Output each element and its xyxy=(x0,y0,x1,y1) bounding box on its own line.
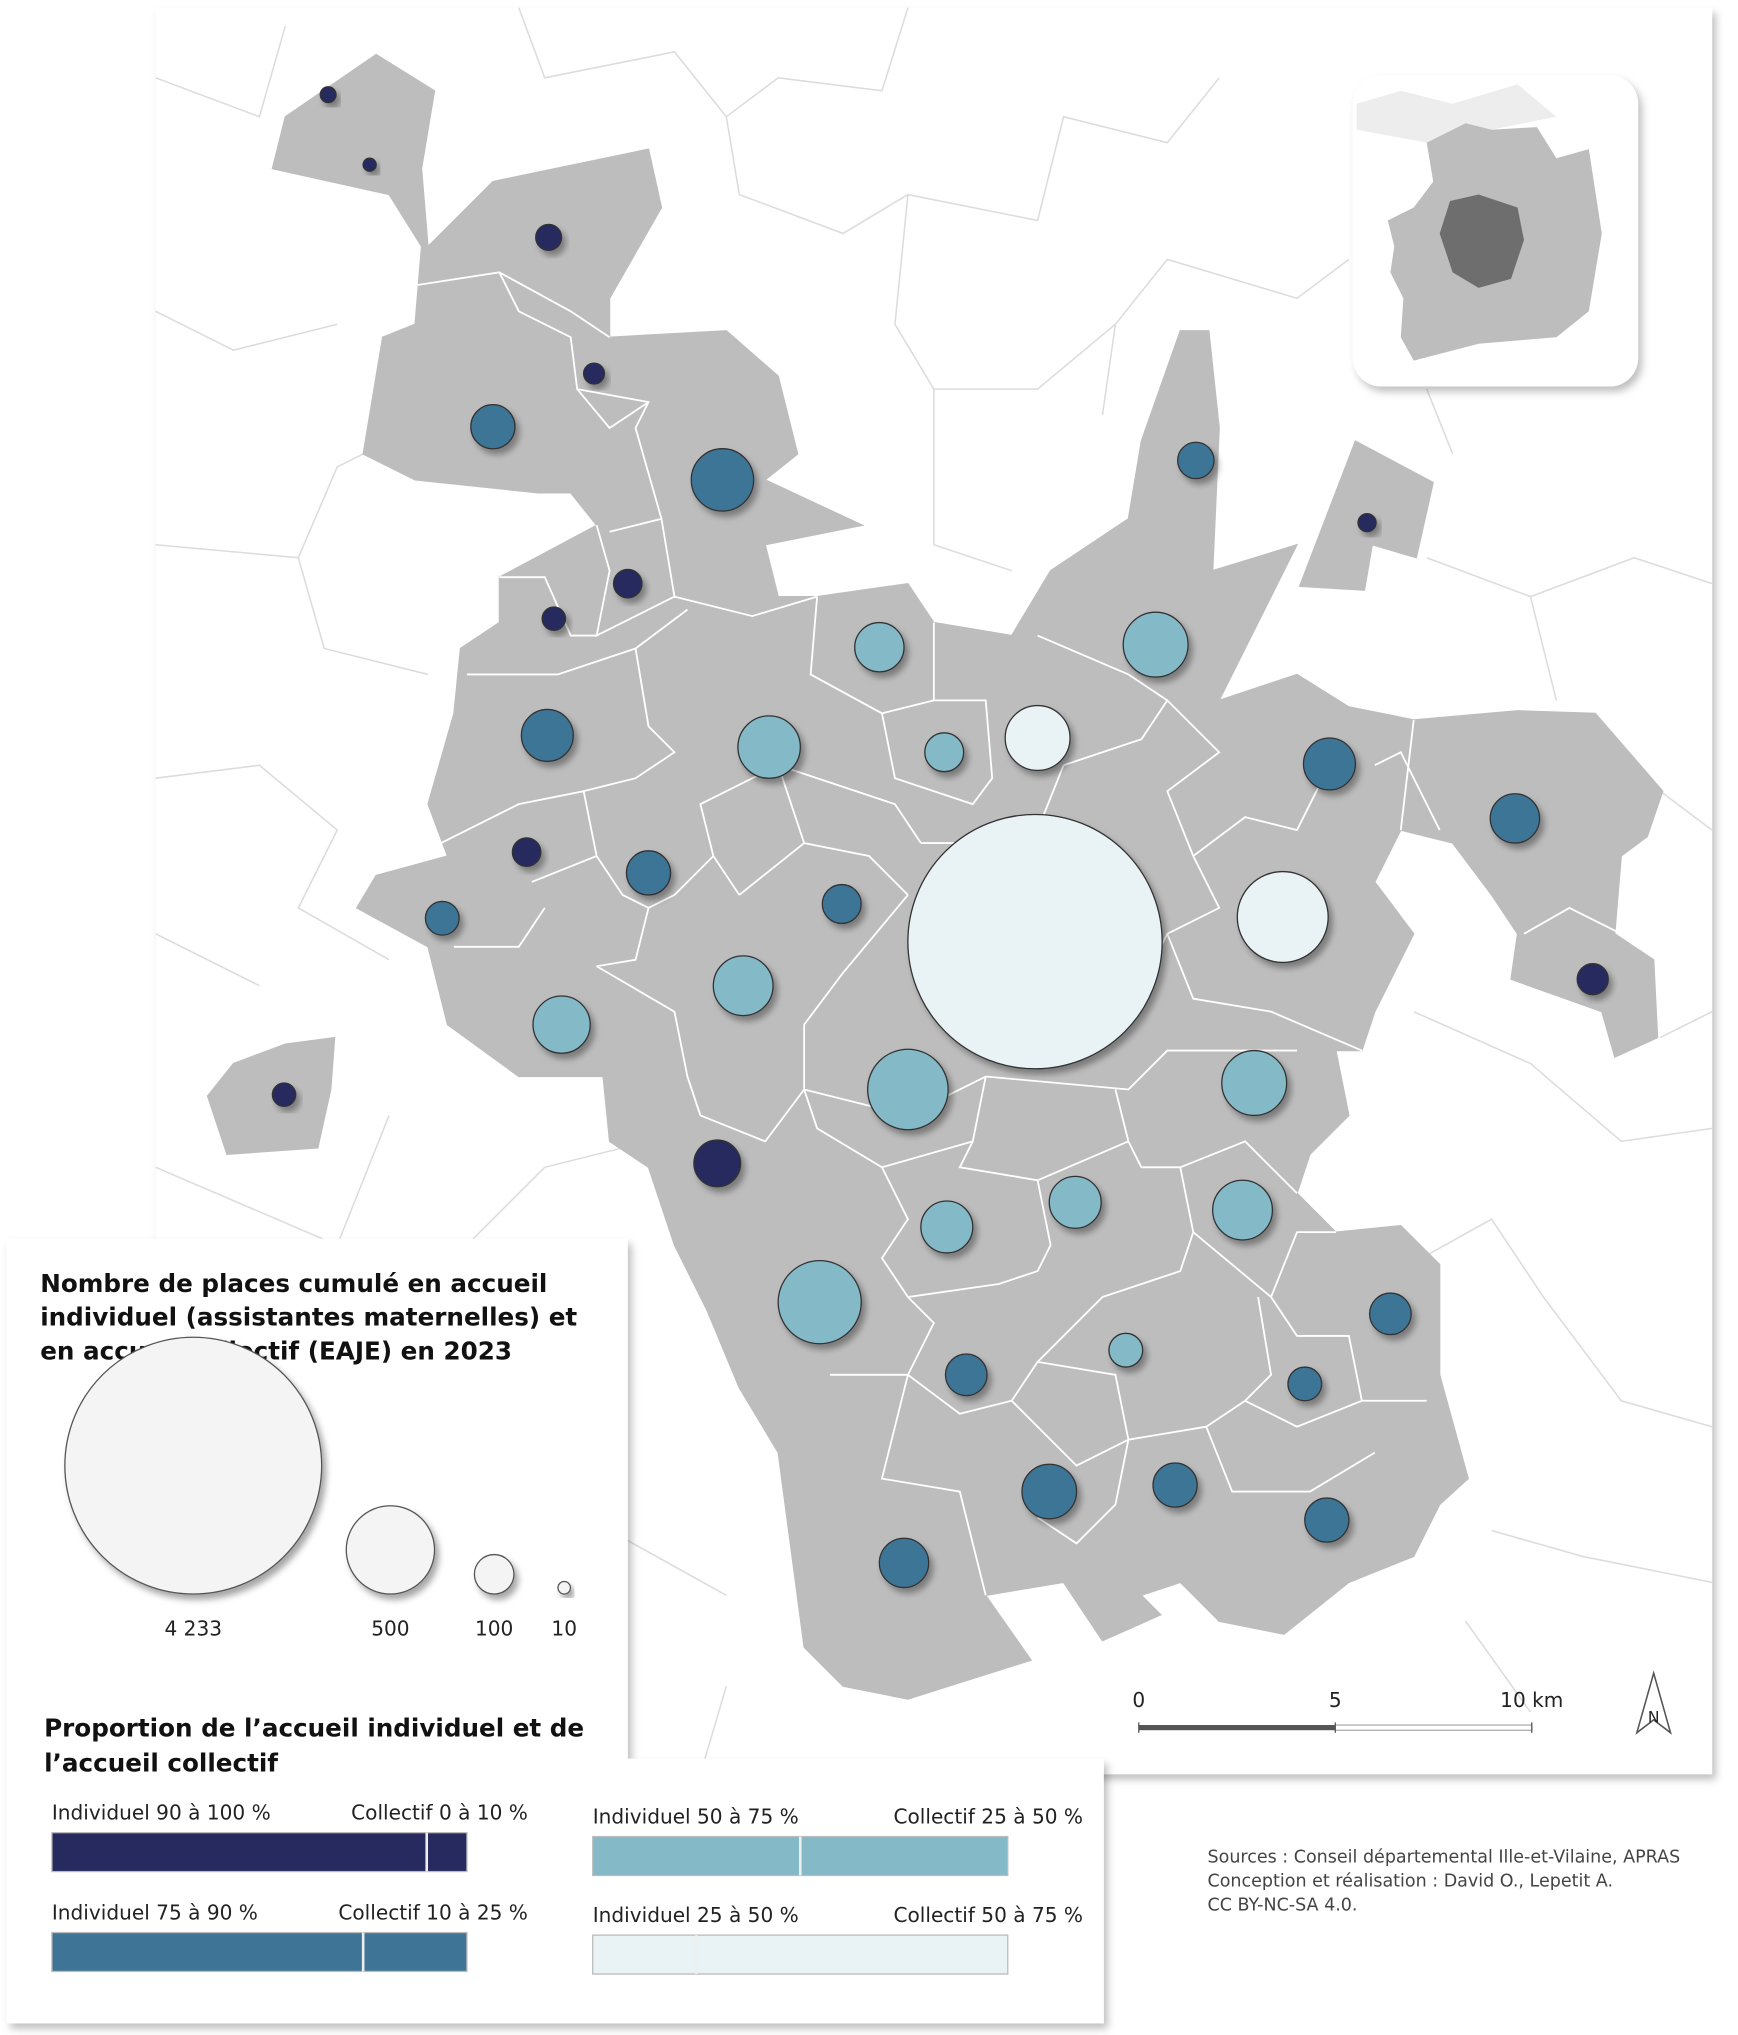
size-legend-title: en accueil collectif (EAJE) en 2023 xyxy=(40,1336,512,1365)
commune-circle xyxy=(520,708,574,763)
size-legend-label: 10 xyxy=(551,1617,577,1641)
commune-circle xyxy=(1122,611,1189,678)
commune-circle xyxy=(821,883,862,925)
inset-area xyxy=(1439,194,1524,288)
size-legend-label: 4 233 xyxy=(164,1617,222,1641)
commune-circle xyxy=(1302,737,1357,791)
size-legend-circle xyxy=(64,1336,323,1595)
size-legend-circle xyxy=(473,1553,515,1595)
size-legend-title: individuel (assistantes maternelles) et xyxy=(40,1303,577,1332)
commune-circle xyxy=(582,362,606,385)
commune-circle xyxy=(1212,1179,1274,1241)
size-legend-circle xyxy=(345,1505,436,1595)
commune-circle xyxy=(271,1082,297,1107)
commune-circle xyxy=(1357,513,1377,533)
class-swatch xyxy=(592,1934,1009,1975)
commune-circle xyxy=(924,732,965,773)
commune-circle xyxy=(511,837,542,868)
commune-circle xyxy=(1004,704,1071,772)
commune-circle xyxy=(1221,1049,1288,1117)
size-legend-title: Nombre de places cumulé en accueil xyxy=(40,1269,547,1298)
class-collectif: Collectif 0 à 10 % xyxy=(351,1801,528,1825)
class-individuel: Individuel 25 à 50 % xyxy=(593,1903,799,1927)
commune-circle xyxy=(1048,1175,1102,1229)
commune-circle xyxy=(1152,1462,1198,1508)
size-legend-circle xyxy=(557,1580,572,1595)
commune-circle xyxy=(867,1048,949,1131)
scale-label: 0 xyxy=(1132,1688,1145,1712)
commune-circle xyxy=(1177,441,1215,480)
scale-bar-light xyxy=(1334,1724,1533,1731)
scale-bar-dark xyxy=(1138,1725,1336,1731)
commune-circle xyxy=(1576,963,1609,996)
inset-coast xyxy=(1356,84,1557,143)
commune-circle xyxy=(690,448,755,512)
source-line: Sources : Conseil départemental Ille-et-… xyxy=(1208,1847,1681,1867)
commune-circle xyxy=(541,606,567,631)
class-individuel: Individuel 50 à 75 % xyxy=(593,1805,799,1829)
commune-circle xyxy=(625,850,672,896)
commune-circle xyxy=(944,1353,988,1397)
scale-label: 10 km xyxy=(1500,1688,1563,1712)
commune-circle xyxy=(920,1200,974,1254)
commune-circle xyxy=(532,995,591,1054)
source-line: Conception et réalisation : David O., Le… xyxy=(1208,1871,1614,1891)
commune-circle xyxy=(907,813,1163,1070)
commune-circle xyxy=(1489,793,1541,844)
north-arrow: N xyxy=(1635,1670,1672,1735)
class-collectif: Collectif 25 à 50 % xyxy=(893,1805,1083,1829)
size-legend-label: 100 xyxy=(475,1617,513,1641)
commune-circle xyxy=(777,1260,862,1345)
commune-circle xyxy=(1236,870,1329,964)
class-collectif: Collectif 10 à 25 % xyxy=(338,1901,528,1925)
scale-label: 5 xyxy=(1329,1688,1342,1712)
commune-circle xyxy=(1021,1463,1078,1520)
commune-circle xyxy=(535,223,563,251)
commune-circle xyxy=(1368,1292,1412,1336)
class-individuel: Individuel 75 à 90 % xyxy=(52,1901,258,1925)
commune-circle xyxy=(712,955,774,1017)
commune-circle xyxy=(1108,1332,1144,1368)
class-legend-title: l’accueil collectif xyxy=(44,1749,278,1778)
commune-circle xyxy=(854,621,905,673)
commune-circle xyxy=(737,715,801,779)
neighbour-borders xyxy=(155,7,1713,1775)
commune-circle xyxy=(1304,1497,1350,1543)
class-individuel: Individuel 90 à 100 % xyxy=(52,1801,271,1825)
commune-circle xyxy=(1287,1366,1323,1402)
source-line: CC BY-NC-SA 4.0. xyxy=(1208,1895,1358,1915)
class-swatch xyxy=(51,1832,468,1873)
commune-circle xyxy=(470,404,516,450)
commune-circle xyxy=(424,900,460,936)
north-label: N xyxy=(1648,1708,1660,1726)
inset xyxy=(1352,75,1639,387)
class-collectif: Collectif 50 à 75 % xyxy=(893,1903,1083,1927)
commune-circle xyxy=(362,157,377,172)
commune-circle xyxy=(612,568,643,599)
commune-circle xyxy=(319,86,337,104)
commune-circle xyxy=(693,1139,742,1188)
class-swatch xyxy=(51,1931,468,1973)
commune-circle xyxy=(878,1537,930,1589)
class-legend-title: Proportion de l’accueil individuel et de xyxy=(44,1714,584,1743)
size-legend-label: 500 xyxy=(371,1617,409,1641)
